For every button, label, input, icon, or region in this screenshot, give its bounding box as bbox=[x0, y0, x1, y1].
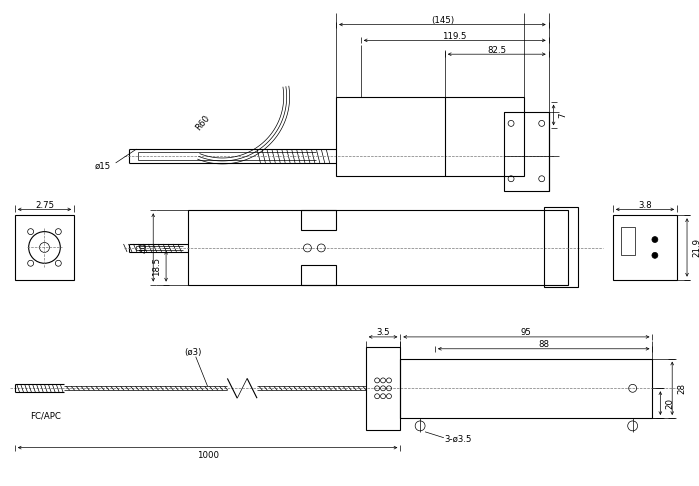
Bar bbox=[613, 215, 677, 279]
Bar bbox=[544, 208, 578, 288]
Circle shape bbox=[652, 237, 658, 243]
Bar bbox=[401, 359, 652, 418]
Circle shape bbox=[652, 252, 658, 259]
Bar bbox=[504, 111, 549, 191]
Text: 20: 20 bbox=[665, 398, 675, 409]
Text: 40: 40 bbox=[139, 242, 148, 253]
Text: FC/APC: FC/APC bbox=[29, 412, 61, 420]
Text: (ø3): (ø3) bbox=[184, 348, 201, 357]
Bar bbox=[621, 227, 635, 255]
Text: 88: 88 bbox=[538, 340, 549, 349]
Text: 3-ø3.5: 3-ø3.5 bbox=[445, 435, 473, 444]
Text: ø15: ø15 bbox=[94, 161, 110, 171]
Text: 3.5: 3.5 bbox=[376, 329, 390, 337]
Text: 21.9: 21.9 bbox=[692, 238, 699, 257]
Text: 3.8: 3.8 bbox=[638, 201, 652, 210]
Text: 1000: 1000 bbox=[196, 451, 219, 460]
Text: R60: R60 bbox=[194, 113, 212, 132]
Text: 2.75: 2.75 bbox=[35, 201, 54, 210]
Bar bbox=[15, 215, 74, 279]
Text: 28: 28 bbox=[677, 383, 686, 394]
Text: 95: 95 bbox=[521, 329, 532, 337]
Text: 82.5: 82.5 bbox=[487, 46, 506, 55]
Text: 7: 7 bbox=[559, 112, 568, 118]
Bar bbox=[188, 210, 568, 284]
Bar bbox=[301, 265, 336, 284]
Text: (145): (145) bbox=[431, 16, 454, 25]
Bar bbox=[336, 97, 524, 176]
Bar bbox=[366, 347, 401, 430]
Text: 18.5: 18.5 bbox=[152, 257, 161, 276]
Text: 119.5: 119.5 bbox=[442, 32, 467, 41]
Bar bbox=[301, 210, 336, 230]
